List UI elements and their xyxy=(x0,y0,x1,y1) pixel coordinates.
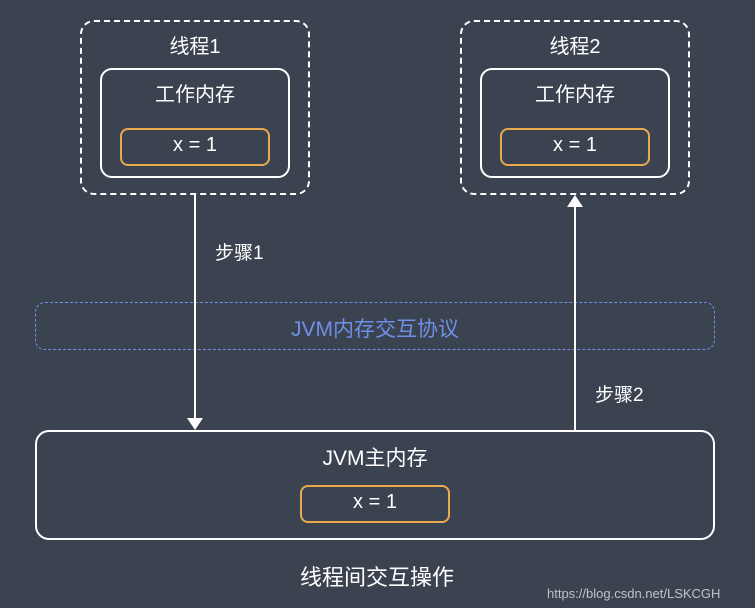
thread2-var-text: x = 1 xyxy=(500,134,650,157)
thread2-title: 线程2 xyxy=(460,30,690,59)
arrow-down-head xyxy=(187,418,203,430)
thread1-var-text: x = 1 xyxy=(120,134,270,157)
arrow-down-line xyxy=(194,195,196,420)
step1-label: 步骤1 xyxy=(215,238,264,265)
thread1-inner-title: 工作内存 xyxy=(100,78,290,107)
diagram-canvas: 线程1 工作内存 x = 1 线程2 工作内存 x = 1 JVM内存交互协议 JVM主内存 x… xyxy=(0,0,755,608)
step2-label: 步骤2 xyxy=(595,380,644,407)
arrow-up-line xyxy=(574,205,576,430)
main-memory-var-text: x = 1 xyxy=(300,491,450,514)
caption: 线程间交互操作 xyxy=(300,560,454,592)
watermark: https://blog.csdn.net/LSKCGH xyxy=(547,586,720,601)
main-memory-title: JVM主内存 xyxy=(35,442,715,472)
thread1-title: 线程1 xyxy=(80,30,310,59)
thread2-inner-title: 工作内存 xyxy=(480,78,670,107)
arrow-up-head xyxy=(567,195,583,207)
protocol-text: JVM内存交互协议 xyxy=(35,313,715,343)
